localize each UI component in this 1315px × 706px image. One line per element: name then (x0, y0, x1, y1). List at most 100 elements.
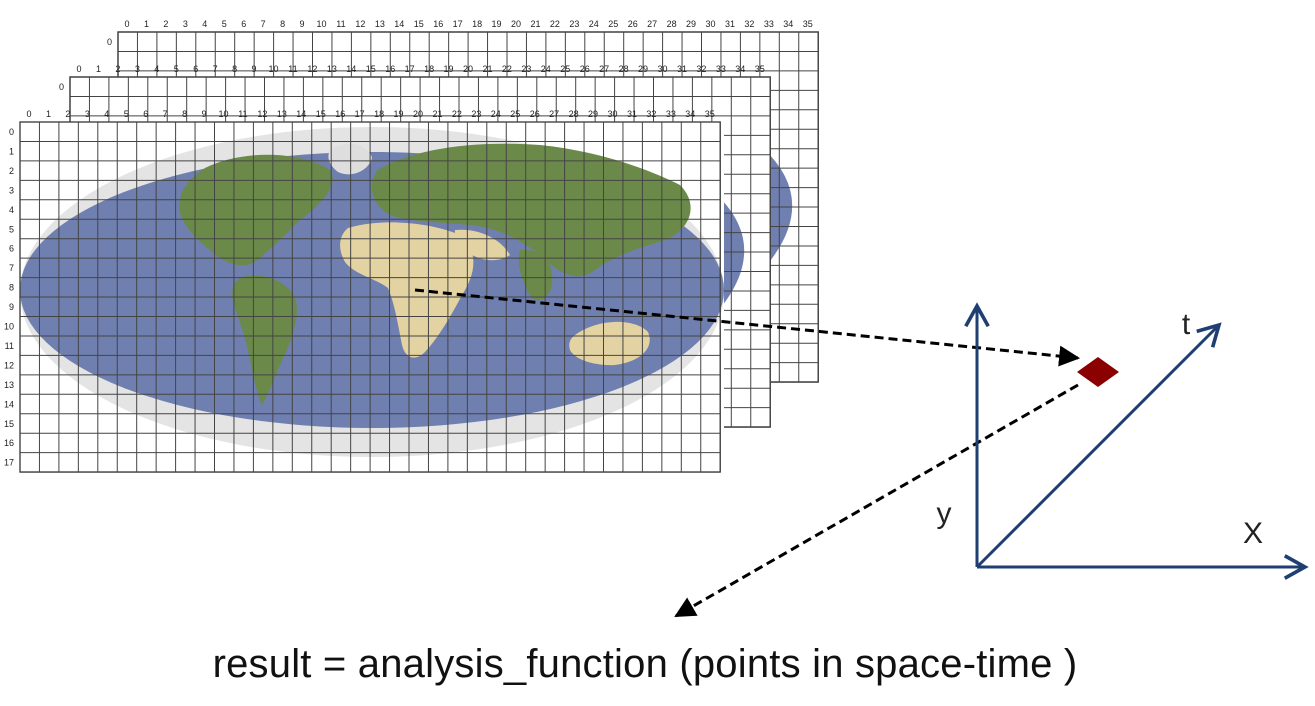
row-tick-label: 17 (4, 458, 14, 468)
column-tick-label: 27 (549, 109, 559, 119)
column-tick-label: 0 (124, 19, 129, 29)
column-tick-label: 19 (492, 19, 502, 29)
row-tick-label: 1 (9, 146, 14, 156)
column-tick-label: 31 (627, 109, 637, 119)
column-tick-label: 30 (705, 19, 715, 29)
column-tick-label: 12 (355, 19, 365, 29)
column-tick-label: 8 (232, 64, 237, 74)
column-tick-label: 2 (65, 109, 70, 119)
row-tick-label: 14 (4, 399, 14, 409)
column-tick-label: 6 (143, 109, 148, 119)
column-tick-label: 10 (268, 64, 278, 74)
column-tick-label: 22 (452, 109, 462, 119)
column-tick-label: 16 (433, 19, 443, 29)
column-tick-label: 21 (482, 64, 492, 74)
column-tick-label: 35 (705, 109, 715, 119)
row-tick-label: 11 (5, 341, 14, 351)
column-tick-label: 7 (213, 64, 218, 74)
analysis-function-caption: result = analysis_function (points in sp… (212, 642, 1078, 686)
arabia (454, 229, 510, 261)
column-tick-label: 1 (96, 64, 101, 74)
column-tick-label: 11 (288, 64, 297, 74)
column-tick-label: 30 (607, 109, 617, 119)
row-tick-label: 8 (9, 283, 14, 293)
column-tick-label: 4 (104, 109, 109, 119)
column-tick-label: 34 (783, 19, 793, 29)
column-tick-label: 32 (646, 109, 656, 119)
column-tick-label: 23 (569, 19, 579, 29)
column-tick-label: 19 (444, 64, 454, 74)
column-tick-label: 14 (394, 19, 404, 29)
eurasia-landmass (371, 143, 691, 277)
column-tick-label: 17 (453, 19, 463, 29)
column-tick-label: 23 (521, 64, 531, 74)
africa-landmass (340, 222, 474, 358)
column-tick-label: 13 (327, 64, 337, 74)
column-tick-label: 18 (374, 109, 384, 119)
column-tick-label: 11 (336, 19, 345, 29)
column-tick-label: 4 (202, 19, 207, 29)
column-tick-label: 24 (541, 64, 551, 74)
column-tick-label: 5 (222, 19, 227, 29)
row-tick-label: 10 (4, 322, 14, 332)
row-tick-label: 13 (4, 380, 14, 390)
column-tick-label: 2 (163, 19, 168, 29)
row-tick-label: 4 (9, 205, 14, 215)
row-tick-label: 3 (9, 185, 14, 195)
column-tick-label: 28 (619, 64, 629, 74)
t-axis-line (975, 322, 1222, 569)
column-tick-label: 11 (238, 109, 247, 119)
row-tick-label: 15 (4, 419, 14, 429)
row-tick-label: 7 (9, 263, 14, 273)
column-tick-label: 7 (261, 19, 266, 29)
column-tick-label: 15 (414, 19, 424, 29)
column-tick-label: 3 (135, 64, 140, 74)
row-tick-label: 2 (9, 166, 14, 176)
column-tick-label: 7 (163, 109, 168, 119)
column-tick-label: 13 (277, 109, 287, 119)
column-tick-label: 32 (696, 64, 706, 74)
column-tick-label: 31 (677, 64, 687, 74)
row-tick-label: 9 (9, 302, 14, 312)
column-tick-label: 26 (530, 109, 540, 119)
row-tick-label: 0 (9, 127, 14, 137)
row-tick-label: 0 (59, 82, 64, 92)
column-tick-label: 21 (530, 19, 540, 29)
column-tick-label: 8 (280, 19, 285, 29)
column-tick-label: 16 (385, 64, 395, 74)
column-tick-label: 5 (124, 109, 129, 119)
x-axis-label: X (1243, 517, 1263, 550)
column-tick-label: 35 (755, 64, 765, 74)
column-tick-label: 17 (355, 109, 365, 119)
column-tick-label: 25 (510, 109, 520, 119)
row-tick-label: 6 (9, 244, 14, 254)
column-tick-label: 1 (46, 109, 51, 119)
column-tick-label: 20 (413, 109, 423, 119)
column-tick-label: 9 (300, 19, 305, 29)
column-tick-label: 5 (174, 64, 179, 74)
column-tick-label: 34 (685, 109, 695, 119)
column-tick-label: 6 (193, 64, 198, 74)
row-tick-label: 16 (4, 438, 14, 448)
row-tick-label: 12 (4, 360, 14, 370)
column-tick-label: 12 (257, 109, 267, 119)
north-america-landmass (179, 154, 333, 266)
column-tick-label: 27 (647, 19, 657, 29)
column-tick-label: 1 (144, 19, 149, 29)
column-tick-label: 9 (202, 109, 207, 119)
column-tick-label: 8 (182, 109, 187, 119)
column-tick-label: 12 (307, 64, 317, 74)
column-tick-label: 31 (725, 19, 735, 29)
column-tick-label: 35 (803, 19, 813, 29)
column-tick-label: 6 (241, 19, 246, 29)
column-tick-label: 26 (628, 19, 638, 29)
space-time-point-marker (1077, 357, 1119, 387)
column-tick-label: 18 (424, 64, 434, 74)
column-tick-label: 24 (589, 19, 599, 29)
column-tick-label: 17 (405, 64, 415, 74)
column-tick-label: 33 (764, 19, 774, 29)
column-tick-label: 26 (580, 64, 590, 74)
grid-layer-front: 0 1 2 3 4 5 6 7 8 9 10 11 12 13 14 15 16 17 18 19 20 21 22 23 24… (4, 109, 721, 473)
column-tick-label: 14 (346, 64, 356, 74)
column-tick-label: 23 (471, 109, 481, 119)
